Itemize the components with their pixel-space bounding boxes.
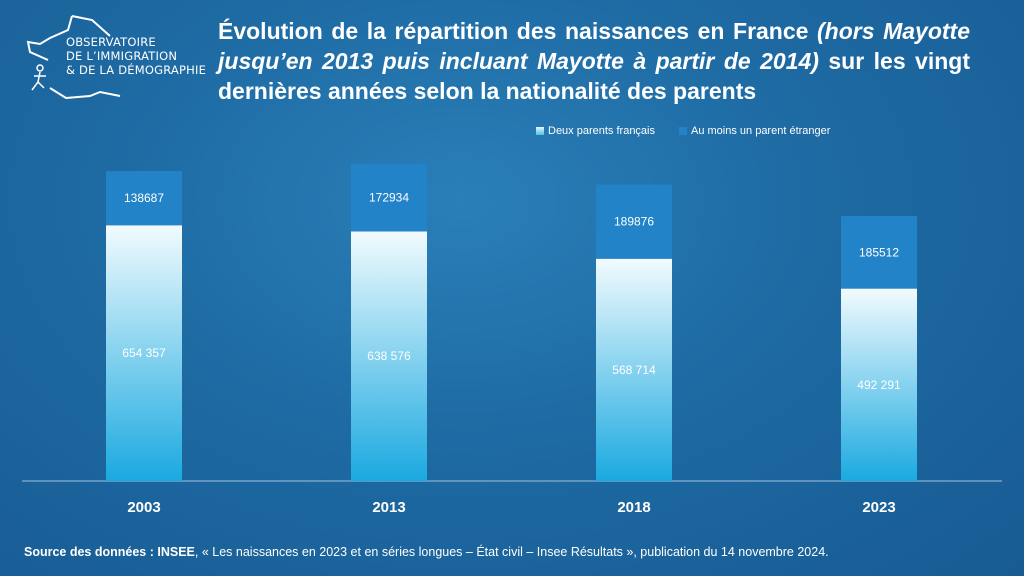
x-tick-label: 2023	[862, 499, 895, 516]
x-tick-label: 2003	[127, 499, 160, 516]
bar-deux-parents-francais	[351, 231, 427, 481]
source-label: Source des données : INSEE	[24, 545, 195, 559]
title-part: Évolution de la répartition des naissanc…	[218, 18, 818, 44]
chart-title: Évolution de la répartition des naissanc…	[218, 16, 970, 106]
data-label: 654 357	[122, 346, 166, 360]
x-tick-label: 2013	[372, 499, 405, 516]
bar-deux-parents-francais	[841, 288, 917, 481]
legend-item: Au moins un parent étranger	[679, 125, 830, 137]
legend-label: Au moins un parent étranger	[691, 125, 831, 137]
logo-line: & DE LA DÉMOGRAPHIE	[66, 63, 207, 77]
legend-item: Deux parents français	[536, 125, 655, 137]
data-label: 638 576	[367, 349, 411, 363]
bar-parent-etranger	[596, 184, 672, 259]
title-italic-part: (hors Mayotte jusqu’en 2013 puis incluan…	[218, 18, 970, 74]
bar-deux-parents-francais	[596, 258, 672, 481]
bar-parent-etranger	[106, 171, 182, 226]
source-note: Source des données : INSEE, « Les naissa…	[24, 545, 829, 559]
bar-parent-etranger	[841, 216, 917, 289]
bar-deux-parents-francais	[106, 225, 182, 481]
legend-swatch	[679, 127, 687, 136]
bar-parent-etranger	[351, 163, 427, 232]
source-text: , « Les naissances en 2023 et en séries …	[194, 545, 829, 559]
x-tick-label: 2018	[617, 499, 650, 516]
legend: Deux parents français Au moins un parent…	[536, 125, 830, 137]
data-label: 185512	[859, 245, 899, 259]
data-label: 568 714	[612, 363, 656, 377]
data-label: 492 291	[857, 378, 901, 392]
data-label: 172934	[369, 191, 409, 205]
logo-line: OBSERVATOIRE	[66, 35, 156, 49]
logo-france-map-icon	[26, 15, 121, 100]
title-part: sur les vingt dernières années selon la …	[218, 48, 970, 104]
legend-swatch	[536, 127, 544, 136]
legend-label: Deux parents français	[548, 125, 655, 137]
logo-text: OBSERVATOIRE DE L’IMMIGRATION & DE LA DÉ…	[66, 35, 206, 77]
logo-line: DE L’IMMIGRATION	[66, 49, 178, 63]
data-label: 189876	[614, 215, 654, 229]
data-label: 138687	[124, 191, 164, 205]
